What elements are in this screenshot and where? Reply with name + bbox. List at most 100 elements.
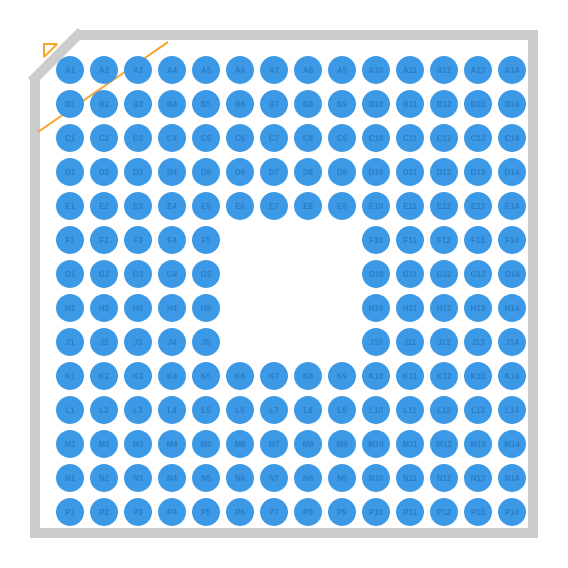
pin-p5: P5 [192, 498, 220, 526]
pin-m8: M8 [294, 430, 322, 458]
pin-c10: C10 [362, 124, 390, 152]
pin-label: D10 [369, 168, 384, 177]
pin-label: C14 [505, 134, 520, 143]
pin-k8: K8 [294, 362, 322, 390]
pin-n1: N1 [56, 464, 84, 492]
pin-b3: B3 [124, 90, 152, 118]
pin-label: N5 [201, 474, 211, 483]
pin-label: A8 [303, 66, 313, 75]
pin-label: K4 [167, 372, 177, 381]
pin-h2: H2 [90, 294, 118, 322]
pin-label: N14 [505, 474, 520, 483]
pin-label: D11 [403, 168, 417, 177]
pin-label: E3 [133, 202, 143, 211]
pin-k6: K6 [226, 362, 254, 390]
pin-j14: J14 [498, 328, 526, 356]
pin-label: N6 [235, 474, 245, 483]
pin-p10: P10 [362, 498, 390, 526]
pin-n5: N5 [192, 464, 220, 492]
pin-label: G13 [470, 270, 485, 279]
pin-label: C5 [201, 134, 211, 143]
pin-label: A3 [133, 66, 143, 75]
pin-c4: C4 [158, 124, 186, 152]
pin-n11: N11 [396, 464, 424, 492]
pin-label: P12 [437, 508, 451, 517]
pin-label: J12 [437, 338, 450, 347]
pin-label: J5 [202, 338, 211, 347]
pin-label: A7 [269, 66, 279, 75]
pin-label: D5 [201, 168, 211, 177]
pin-label: F13 [471, 236, 485, 245]
pin-label: K1 [65, 372, 75, 381]
pin-l7: L7 [260, 396, 288, 424]
pin-label: N10 [369, 474, 384, 483]
pin-c3: C3 [124, 124, 152, 152]
pin-label: D6 [235, 168, 245, 177]
pin-n12: N12 [430, 464, 458, 492]
pin-label: E13 [471, 202, 485, 211]
pin-c14: C14 [498, 124, 526, 152]
pin-j13: J13 [464, 328, 492, 356]
pin-label: A1 [65, 66, 75, 75]
pin-label: M3 [132, 440, 143, 449]
pin-label: P13 [471, 508, 485, 517]
pin-a14: A14 [498, 56, 526, 84]
pin-label: M14 [504, 440, 520, 449]
pin-label: P11 [403, 508, 417, 517]
pin-l5: L5 [192, 396, 220, 424]
pin-p4: P4 [158, 498, 186, 526]
pin-g13: G13 [464, 260, 492, 288]
pin-d10: D10 [362, 158, 390, 186]
pin-label: C12 [437, 134, 452, 143]
pin-label: P5 [201, 508, 211, 517]
pin-e6: E6 [226, 192, 254, 220]
pin-label: N4 [167, 474, 177, 483]
pin-label: N2 [99, 474, 109, 483]
pin-m5: M5 [192, 430, 220, 458]
pin-label: L11 [403, 406, 416, 415]
pin-label: N9 [337, 474, 347, 483]
pin-label: J3 [134, 338, 143, 347]
pin-a4: A4 [158, 56, 186, 84]
pin-label: A5 [201, 66, 211, 75]
pin-label: B12 [437, 100, 452, 109]
pin-label: P2 [99, 508, 109, 517]
pin-g3: G3 [124, 260, 152, 288]
pin-label: B5 [201, 100, 211, 109]
pin-m3: M3 [124, 430, 152, 458]
pin-p2: P2 [90, 498, 118, 526]
pin-label: L3 [133, 406, 142, 415]
pin-c9: C9 [328, 124, 356, 152]
pin-m1: M1 [56, 430, 84, 458]
pin-label: P9 [337, 508, 347, 517]
pin-p6: P6 [226, 498, 254, 526]
pin-label: B14 [505, 100, 520, 109]
pin-label: H14 [505, 304, 520, 313]
pin-n2: N2 [90, 464, 118, 492]
pin-j4: J4 [158, 328, 186, 356]
pin-label: D12 [437, 168, 452, 177]
pin-label: D14 [505, 168, 520, 177]
pin-label: D2 [99, 168, 109, 177]
pin-label: L5 [201, 406, 210, 415]
pin-label: N12 [437, 474, 452, 483]
pin-m9: M9 [328, 430, 356, 458]
pin-label: N11 [403, 474, 417, 483]
pin-label: P1 [65, 508, 75, 517]
pin-label: B13 [471, 100, 486, 109]
pin-label: M8 [302, 440, 313, 449]
pin-f1: F1 [56, 226, 84, 254]
pin-label: K3 [133, 372, 143, 381]
pin-d12: D12 [430, 158, 458, 186]
pin-label: M2 [98, 440, 109, 449]
pin-e12: E12 [430, 192, 458, 220]
pin-label: K2 [99, 372, 109, 381]
pin-label: N7 [269, 474, 279, 483]
pin-f12: F12 [430, 226, 458, 254]
pin-a7: A7 [260, 56, 288, 84]
pin-j3: J3 [124, 328, 152, 356]
pin-label: J10 [369, 338, 382, 347]
pin-label: L12 [437, 406, 451, 415]
pin-label: A9 [337, 66, 347, 75]
pin-f5: F5 [192, 226, 220, 254]
